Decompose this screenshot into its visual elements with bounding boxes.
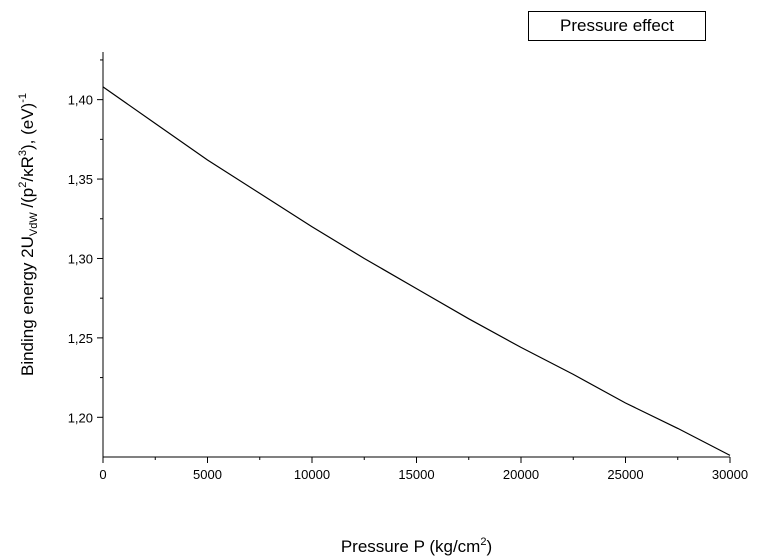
y-tick-label: 1,35 [68, 172, 93, 187]
x-tick-label: 5000 [193, 467, 222, 482]
y-tick-label: 1,30 [68, 251, 93, 266]
legend-label: Pressure effect [559, 16, 675, 35]
legend: Pressure effect [528, 11, 706, 41]
x-tick-label: 0 [99, 467, 106, 482]
x-tick-label: 25000 [607, 467, 643, 482]
y-axis: 1,20 1,25 1,30 1,35 1,40 [68, 59, 103, 425]
x-tick-label: 30000 [712, 467, 748, 482]
x-tick-label: 15000 [398, 467, 434, 482]
series-line [102, 86, 731, 456]
y-axis-title: Binding energy 2UVdW /(p2/κR3), (eV)-1 [17, 93, 40, 376]
x-axis-title: Pressure P (kg/cm2) [341, 536, 492, 556]
x-axis: 0 5000 10000 15000 20000 25000 30000 [99, 457, 748, 482]
plot-frame [102, 52, 730, 458]
y-tick-label: 1,20 [68, 410, 93, 425]
y-tick-label: 1,25 [68, 331, 93, 346]
y-tick-label: 1,40 [68, 93, 93, 108]
series-layer [102, 86, 731, 456]
x-tick-label: 10000 [294, 467, 330, 482]
x-tick-label: 20000 [503, 467, 539, 482]
